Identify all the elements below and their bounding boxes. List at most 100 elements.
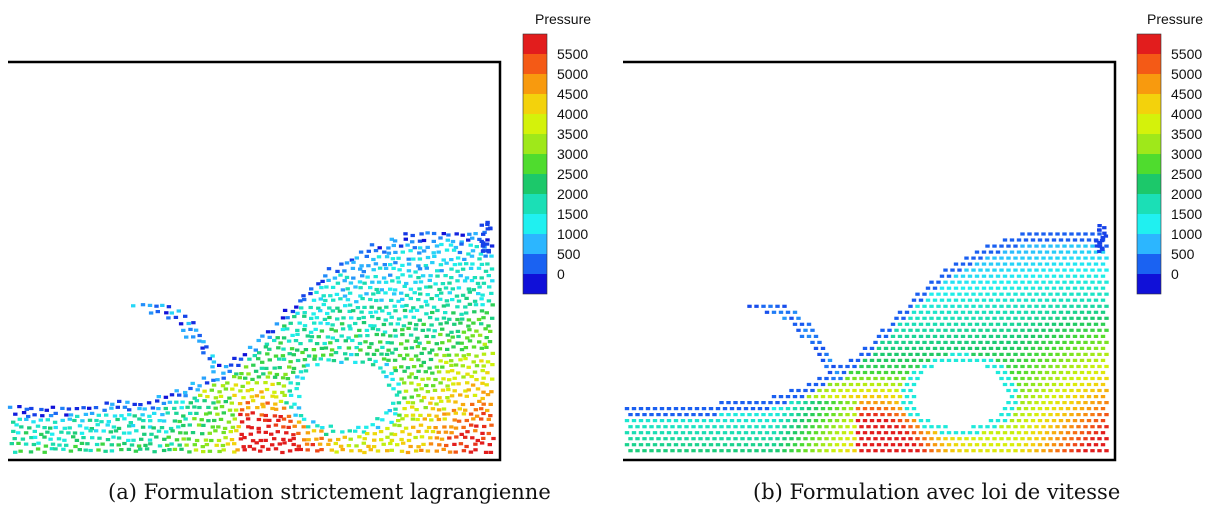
panel-a-particle [318, 357, 323, 361]
panel-b-particle [988, 298, 994, 302]
panel-b-particle [1048, 437, 1053, 441]
panel-a-particle [74, 407, 80, 411]
panel-b-particle [652, 431, 658, 435]
panel-a-particle [455, 279, 460, 283]
panel-a-particle [329, 448, 334, 452]
panel-b-particle [838, 388, 843, 393]
panel-a-particle [459, 242, 464, 246]
panel-a-particle [335, 317, 340, 321]
panel-a-particle [53, 425, 58, 430]
panel-b-particle [1079, 370, 1085, 375]
panel-a-particle [443, 274, 448, 278]
panel-a-particle [265, 330, 271, 334]
panel-b-particle [936, 292, 941, 296]
panel-a-particle [376, 290, 381, 295]
panel-a-particle [421, 249, 427, 253]
panel-a-particle [334, 338, 340, 343]
panel-a-particle [474, 378, 479, 382]
panel-b-particle [950, 340, 955, 344]
panel-a-particle [350, 266, 356, 270]
panel-b-particle [817, 425, 822, 429]
panel-a-particle [416, 369, 421, 373]
panel-b-particle [1030, 443, 1036, 447]
panel-a-particle [316, 306, 321, 310]
panel-a-particle [434, 414, 439, 418]
panel-b-particle [1009, 250, 1015, 254]
panel-b-particle [670, 449, 675, 453]
panel-a-particle [281, 417, 287, 421]
panel-a-particle [292, 402, 297, 406]
panel-b-particle [1051, 322, 1057, 326]
panel-a-particle [35, 447, 41, 451]
panel-a-particle [431, 239, 436, 243]
panel-a-particle [473, 303, 479, 307]
panel-a-colorbar-swatch [523, 194, 547, 214]
panel-a-particle [487, 285, 492, 289]
panel-a-particle [349, 449, 354, 453]
panel-b-particle [1065, 274, 1071, 278]
panel-a-particle [277, 366, 282, 370]
panel-b-particle [999, 425, 1004, 429]
panel-b-particle [705, 413, 710, 417]
panel-a-particle [413, 339, 418, 343]
panel-a-particle [409, 381, 414, 385]
panel-a-particle [371, 257, 376, 262]
panel-b-particle [1076, 316, 1081, 320]
panel-a-particle [161, 448, 167, 453]
panel-a-particle [303, 348, 309, 352]
panel-b-particle [799, 322, 805, 326]
panel-b-particle [656, 437, 661, 441]
panel-a-colorbar-tick-label: 4000 [557, 106, 588, 122]
panel-a-particle [414, 408, 419, 412]
panel-b-particle [999, 376, 1004, 381]
panel-a-particle [489, 244, 495, 248]
panel-b-particle [792, 395, 798, 399]
panel-b-particle [747, 401, 752, 405]
panel-a-particle [393, 309, 398, 313]
panel-b-particle [845, 437, 850, 441]
panel-a-particle [280, 316, 286, 320]
panel-a-particle [260, 334, 265, 338]
panel-a-particle [381, 370, 386, 374]
panel-b-particle [782, 437, 787, 441]
panel-a-particle [97, 436, 102, 440]
panel-a-particle [366, 264, 371, 268]
panel-a-particle [127, 408, 132, 412]
panel-a-particle [423, 406, 428, 410]
panel-b-particle [974, 250, 980, 254]
panel-b-particle [691, 437, 696, 441]
panel-b-particle [957, 304, 962, 308]
panel-b-particle [757, 443, 763, 447]
panel-a-particle [439, 437, 445, 441]
panel-a-particle [489, 423, 494, 427]
panel-a-particle [239, 408, 245, 412]
panel-a-particle [399, 449, 405, 453]
panel-b-particle [974, 298, 980, 302]
panel-b-particle [1100, 407, 1106, 411]
panel-a-particle [143, 443, 148, 447]
panel-b-particle [1002, 346, 1008, 350]
panel-b-particle [897, 431, 903, 435]
panel-b-particle [1041, 413, 1046, 417]
panel-b-particle [957, 268, 962, 272]
panel-a-particle [406, 257, 411, 261]
panel-a-particle [166, 305, 172, 309]
panel-a-particle [393, 250, 398, 254]
panel-a-particle [468, 243, 473, 247]
panel-a-particle [220, 443, 226, 448]
panel-a-particle [415, 417, 420, 422]
panel-b-particle [1058, 407, 1064, 411]
panel-b-particle [827, 407, 833, 411]
panel-a-particle [206, 405, 211, 409]
panel-b-particle [915, 437, 920, 441]
panel-b-particle [796, 425, 801, 429]
panel-a-particle [138, 447, 143, 451]
panel-b-particle [1041, 244, 1046, 248]
panel-b-particle [628, 413, 633, 417]
panel-b-colorbar-swatch [1137, 194, 1161, 214]
panel-b-particle [992, 292, 997, 296]
panel-a-particle [250, 439, 256, 443]
panel-b-particle [932, 334, 938, 338]
panel-a-particle [81, 406, 86, 410]
panel-b-particle [974, 274, 980, 278]
